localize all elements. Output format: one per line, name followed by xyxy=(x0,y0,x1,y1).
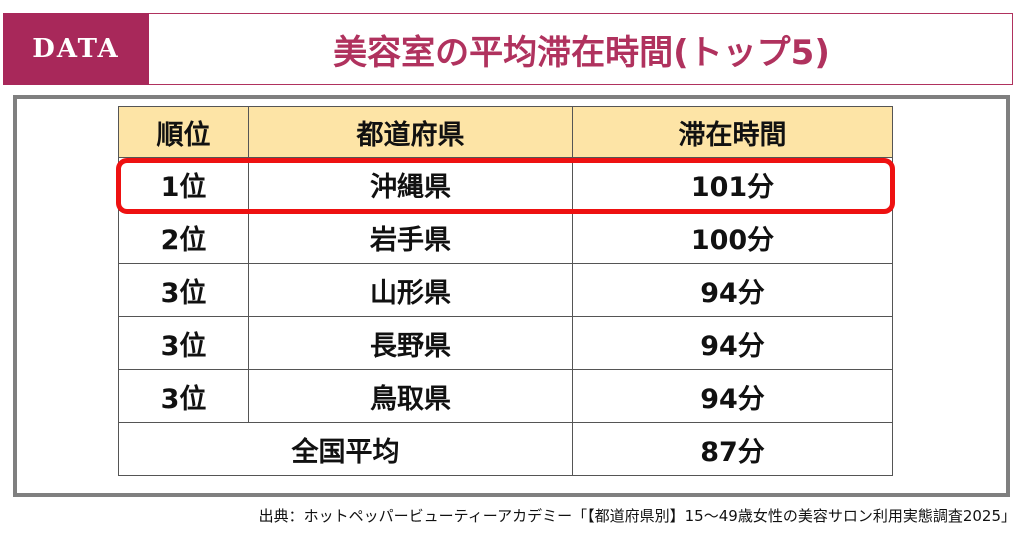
table-row: 3位 長野県 94分 xyxy=(118,316,893,370)
prefecture-cell: 岩手県 xyxy=(248,210,573,264)
page-title: 美容室の平均滞在時間(トップ5) xyxy=(333,32,830,73)
column-header-time: 滞在時間 xyxy=(572,106,893,158)
rank-cell: 3位 xyxy=(118,263,249,317)
source-note: 出典：ホットペッパービューティーアカデミー「【都道府県別】15～49歳女性の美容… xyxy=(258,507,1016,525)
rank-cell: 3位 xyxy=(118,369,249,423)
ranking-table: 順位 都道府県 滞在時間 1位 沖縄県 101分 2位 岩手県 100分 3位 … xyxy=(118,106,893,476)
time-cell: 94分 xyxy=(572,369,893,423)
average-row: 全国平均 87分 xyxy=(118,422,893,476)
column-header-prefecture: 都道府県 xyxy=(248,106,573,158)
time-cell: 100分 xyxy=(572,210,893,264)
header-bar xyxy=(3,13,1013,85)
time-cell: 101分 xyxy=(572,157,893,211)
time-cell: 94分 xyxy=(572,263,893,317)
prefecture-cell: 沖縄県 xyxy=(248,157,573,211)
rank-cell: 3位 xyxy=(118,316,249,370)
data-tag: DATA xyxy=(3,13,149,85)
prefecture-cell: 鳥取県 xyxy=(248,369,573,423)
rank-cell: 2位 xyxy=(118,210,249,264)
rank-cell: 1位 xyxy=(118,157,249,211)
column-header-rank: 順位 xyxy=(118,106,249,158)
table-row: 3位 鳥取県 94分 xyxy=(118,369,893,423)
table-row: 2位 岩手県 100分 xyxy=(118,210,893,264)
table-header-row: 順位 都道府県 滞在時間 xyxy=(118,106,893,158)
prefecture-cell: 長野県 xyxy=(248,316,573,370)
average-label: 全国平均 xyxy=(118,422,573,476)
table-row: 1位 沖縄県 101分 xyxy=(118,157,893,211)
time-cell: 94分 xyxy=(572,316,893,370)
table-row: 3位 山形県 94分 xyxy=(118,263,893,317)
average-time: 87分 xyxy=(572,422,893,476)
prefecture-cell: 山形県 xyxy=(248,263,573,317)
